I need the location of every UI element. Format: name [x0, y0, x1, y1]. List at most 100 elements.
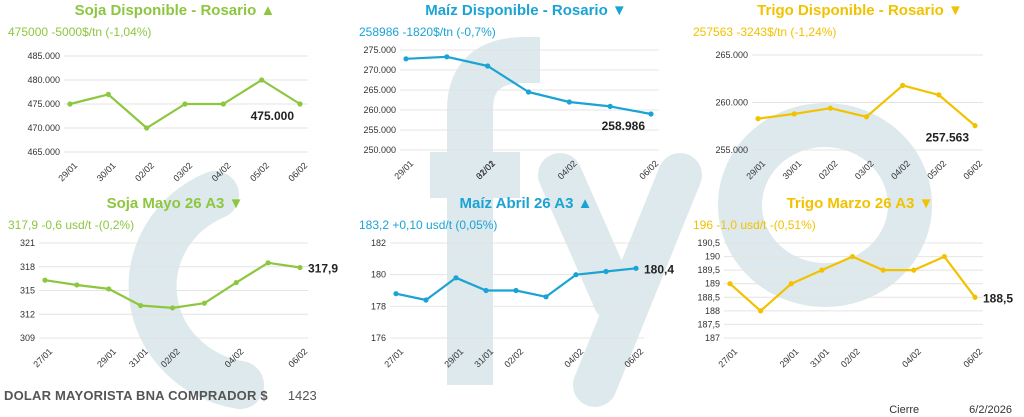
x-tick-label: 29/01	[778, 346, 801, 369]
last-value-label: 317,9	[308, 262, 338, 276]
data-point	[138, 302, 144, 309]
watermark-f-icon	[430, 37, 540, 385]
watermark-arc-icon	[128, 171, 264, 409]
x-tick-label: 02/02	[474, 158, 497, 181]
x-tick-label: 30/01	[95, 160, 118, 183]
x-tick-label: 04/02	[889, 158, 912, 181]
x-tick-label: 27/01	[716, 346, 739, 369]
y-tick-label: 265.000	[363, 85, 396, 95]
chart-title: Maíz Disponible - Rosario ▼	[356, 2, 696, 19]
chart-title: Soja Disponible - Rosario ▲	[5, 2, 345, 19]
x-tick-label: 06/02	[286, 346, 309, 369]
y-tick-label: 265.000	[715, 50, 748, 60]
data-point	[758, 308, 764, 314]
x-tick-label: 05/02	[248, 160, 271, 183]
y-tick-label: 188	[705, 306, 720, 316]
x-tick-label: 02/02	[133, 160, 156, 183]
y-tick-label: 255.000	[715, 145, 748, 155]
data-point	[827, 105, 833, 111]
y-tick-label: 187,5	[697, 319, 720, 329]
data-point	[573, 272, 579, 278]
y-tick-label: 190,5	[697, 238, 720, 248]
y-tick-label: 465.000	[27, 147, 60, 157]
data-point	[727, 281, 733, 287]
y-tick-label: 470.000	[27, 123, 60, 133]
data-point	[633, 265, 639, 271]
chart-title-text: Trigo Disponible - Rosario	[757, 2, 944, 19]
x-tick-label: 31/01	[127, 346, 150, 369]
up-arrow-icon: ▲	[577, 195, 593, 212]
data-point	[201, 300, 207, 306]
y-tick-label: 188,5	[697, 292, 720, 302]
up-arrow-icon: ▲	[260, 2, 276, 19]
data-point	[900, 82, 906, 88]
y-tick-label: 315	[20, 286, 35, 296]
chart-panel-soja-disponible: 465.000 470.000 475.000 480.000 485.000 29/01…	[5, 0, 345, 200]
y-tick-label: 321	[20, 238, 35, 248]
x-tick-label: 29/01	[442, 346, 465, 369]
y-tick-label: 189	[705, 279, 720, 289]
y-tick-label: 260.000	[715, 98, 748, 108]
dolar-value: 1423	[287, 388, 317, 403]
data-point	[220, 101, 226, 107]
data-point	[444, 54, 450, 60]
data-point	[513, 287, 519, 294]
data-point	[144, 125, 150, 131]
y-tick-label: 190	[705, 252, 720, 262]
y-tick-label: 309	[20, 333, 35, 343]
y-tick-label: 250.000	[363, 145, 396, 155]
data-point	[603, 268, 609, 275]
x-tick-label: 02/02	[502, 346, 525, 369]
dolar-mayorista: DOLAR MAYORISTA BNA COMPRADOR $ 1423	[4, 388, 317, 403]
x-tick-label: 30/01	[781, 158, 804, 181]
data-point	[525, 89, 532, 95]
y-tick-label: 475.000	[27, 99, 60, 109]
chart-subtitle: 317,9 -0,6 usd/t -(0,2%)	[8, 218, 135, 232]
cierre-date: 6/2/2026	[969, 404, 1012, 416]
last-value-label: 257.563	[926, 131, 970, 145]
chart-title: Maíz Abril 26 A3 ▲	[356, 195, 696, 212]
data-point	[788, 281, 794, 287]
x-tick-label: 03/02	[853, 158, 876, 181]
y-tick-label: 480.000	[27, 75, 60, 85]
data-point	[863, 114, 870, 120]
down-arrow-icon: ▼	[918, 195, 934, 212]
series-line	[395, 267, 637, 302]
chart-panel-trigo-disponible: 255.000 260.000 265.000 29/01 30/01 02/02 03/0…	[690, 0, 1024, 200]
y-tick-label: 275.000	[363, 45, 396, 55]
watermark-y-icon	[538, 153, 702, 407]
x-tick-label: 03/02	[171, 160, 194, 183]
x-tick-label: 05/02	[925, 158, 948, 181]
dolar-label: DOLAR MAYORISTA BNA COMPRADOR $	[4, 388, 268, 403]
last-value-label: 180,4	[644, 262, 674, 276]
data-point	[819, 267, 825, 273]
chart-panel-maiz-disponible: 250.000 255.000 260.000 265.000 270.000 275.0…	[356, 0, 696, 200]
x-tick-label: 06/02	[961, 158, 984, 181]
data-point	[607, 103, 613, 109]
y-tick-label: 485.000	[27, 51, 60, 61]
series-line	[405, 55, 652, 116]
y-tick-label: 182	[371, 238, 386, 248]
data-point	[393, 291, 399, 297]
chart-subtitle: 183,2 +0,10 usd/t (0,05%)	[359, 218, 498, 232]
last-value-label: 258.986	[602, 119, 646, 133]
chart-svg: 255.000 260.000 265.000 29/01 30/01 02/02 03/0…	[715, 50, 984, 181]
x-tick-label: 29/01	[95, 346, 118, 369]
series-line	[757, 84, 976, 127]
x-tick-label: 06/02	[622, 346, 645, 369]
data-point	[972, 123, 978, 129]
chart-title-text: Trigo Marzo 26 A3	[786, 195, 915, 212]
data-point	[755, 116, 761, 122]
y-tick-label: 318	[20, 262, 35, 272]
data-point	[74, 282, 80, 288]
x-tick-label: 29/01	[744, 158, 767, 181]
x-tick-label: 04/02	[556, 158, 579, 181]
x-tick-label: 27/01	[382, 346, 405, 369]
y-tick-label: 270.000	[363, 65, 396, 75]
data-point	[42, 277, 48, 283]
data-point	[566, 99, 572, 105]
data-point	[259, 77, 265, 83]
data-point	[297, 264, 303, 271]
chart-panel-trigo-marzo: 187 187,5 188 188,5 189 189,5 190 190,5 27/01 29/…	[690, 193, 1024, 393]
